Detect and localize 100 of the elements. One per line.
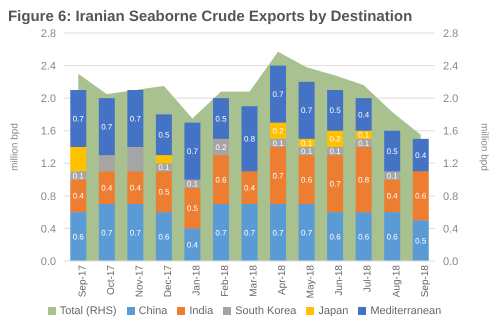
bar [156,155,172,164]
y2-tick-label: 2.0 [443,93,458,106]
bar [212,155,229,204]
data-label: 0.7 [130,114,142,124]
bar [356,212,372,261]
data-label: 0.5 [158,188,170,197]
data-label: 0.6 [358,232,370,242]
x-tick-label: May-18 [306,264,317,298]
bar [412,220,429,261]
data-label: 0.2 [272,126,284,136]
bar [127,90,144,147]
bar [270,204,286,261]
y-tick-label: 0.8 [40,190,56,203]
legend-label: South Korea [235,305,296,317]
data-label: 0.6 [215,175,228,184]
data-label: 0.6 [158,232,170,242]
data-label: 0.7 [72,114,84,124]
bar [70,147,86,172]
data-label: 0.7 [272,171,284,180]
x-tick-label: Sep-17 [77,264,88,298]
data-label: 0.6 [415,192,427,201]
data-label: 0.6 [330,232,342,242]
data-label: 0.7 [272,90,284,99]
data-label: 0.7 [301,106,313,116]
data-label: 0.4 [186,240,199,250]
y-tick-label: 0.4 [40,223,56,236]
data-label: 0.6 [72,232,84,242]
x-tick-label: Oct-17 [106,264,117,296]
bar [156,212,172,261]
y2-tick-label: 2.8 [443,28,458,40]
data-label: 0.1 [272,138,284,148]
data-label: 0.7 [330,179,342,188]
bar [298,155,315,204]
legend-label: Mediterranean [370,305,442,317]
data-label: 0.1 [386,171,398,180]
bar [127,171,144,204]
data-label: 0.4 [415,150,427,160]
bar [184,122,200,180]
bar [127,204,144,261]
data-label: 0.7 [186,146,199,156]
y2-tick-label: 0.8 [443,190,458,203]
data-label: 0.7 [244,228,256,238]
legend-label: China [138,305,168,317]
data-label: 0.1 [301,138,313,148]
y-tick-label: 1.6 [40,126,56,138]
data-label: 0.5 [330,106,342,116]
bar [184,188,200,228]
y-tick-label: 0.0 [40,256,56,268]
data-label: 0.4 [386,192,398,201]
x-tick-label: Jan-18 [192,264,203,296]
data-label: 0.5 [215,114,228,124]
data-label: 0.4 [72,192,84,201]
data-label: 0.1 [358,138,370,148]
data-label: 0.5 [386,146,398,156]
chart-title: Figure 6: Iranian Seaborne Crude Exports by Destination [8,8,414,25]
data-label: 0.8 [358,175,370,184]
bar [356,98,372,131]
bar [212,204,229,261]
data-label: 0.1 [158,163,170,172]
legend-label: India [189,305,214,317]
bar [70,180,86,212]
y2-tick-label: 2.4 [443,60,458,72]
data-label: 0.7 [101,122,113,132]
y-tick-label: 2.4 [40,60,56,72]
x-tick-label: Aug-18 [391,264,402,298]
data-label: 0.1 [330,146,342,156]
x-tick-label: Sep-18 [420,264,431,298]
data-label: 0.4 [244,184,256,193]
bar [156,171,172,212]
y2-tick-label: 0.4 [443,223,458,236]
bar [70,212,86,261]
bar [70,90,86,147]
y-tick-label: 1.2 [40,158,56,170]
bar [242,204,258,261]
data-label: 0.4 [358,110,370,120]
bar [298,82,315,139]
bar [384,130,400,172]
data-label: 0.2 [215,142,228,152]
bar [98,204,115,261]
x-tick-label: Jun-18 [334,264,346,296]
data-label: 0.7 [215,228,228,238]
data-label: 0.6 [301,175,313,184]
data-label: 0.8 [244,134,256,144]
bar [356,147,372,212]
data-label: 0.1 [72,171,84,180]
data-label: 0.7 [130,228,142,238]
bar [327,212,344,261]
x-tick-label: Jul-18 [362,264,374,292]
bar [98,171,115,204]
bar [127,147,144,172]
bar [242,171,258,204]
data-label: 0.7 [272,228,284,238]
bar [384,180,400,212]
x-tick-label: Feb-18 [220,264,232,297]
legend-label: Japan [318,305,348,317]
data-label: 0.1 [186,179,199,188]
y-tick-label: 2.8 [40,28,56,40]
bar [212,98,229,139]
data-label: 0.5 [186,204,199,213]
data-label: 0.1 [358,130,370,140]
